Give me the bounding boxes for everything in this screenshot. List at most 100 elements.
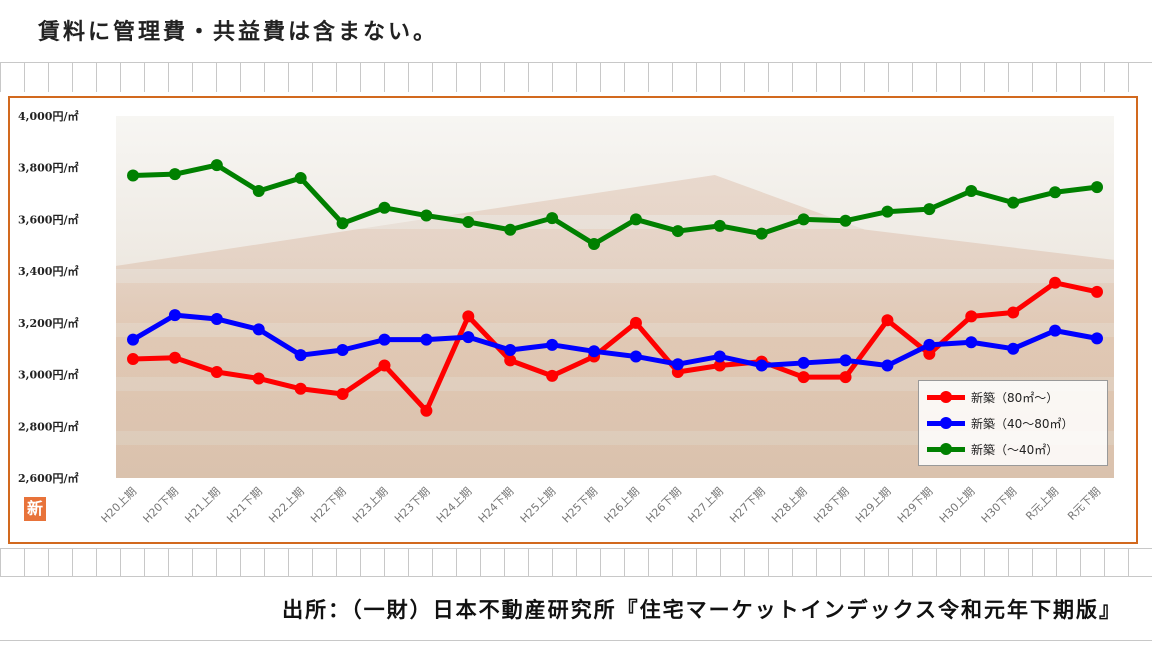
legend-label: 新築（～40㎡） xyxy=(971,442,1059,457)
x-tick-label: H29上期 xyxy=(853,485,894,526)
data-point xyxy=(797,371,810,384)
x-tick-label: H26下期 xyxy=(643,485,684,526)
data-point xyxy=(420,209,433,222)
data-point xyxy=(755,359,768,372)
data-point xyxy=(839,371,852,384)
data-point xyxy=(881,314,894,327)
data-point xyxy=(1049,186,1062,199)
legend-item-80: 新築（80㎡～） xyxy=(927,387,1058,407)
data-point xyxy=(546,212,559,225)
data-point xyxy=(881,359,894,372)
data-point xyxy=(378,359,391,372)
x-tick-label: H23下期 xyxy=(392,485,433,526)
data-point xyxy=(629,350,642,363)
legend-item-40: 新築（～40㎡） xyxy=(927,439,1058,459)
data-point xyxy=(252,184,265,197)
header-note: 賃料に管理費・共益費は含まない。 xyxy=(38,20,439,45)
legend-line-green xyxy=(927,442,965,455)
data-point xyxy=(965,184,978,197)
divider-line xyxy=(0,640,1152,641)
data-point xyxy=(462,216,475,229)
data-point xyxy=(420,333,433,346)
x-tick-label: H30上期 xyxy=(937,485,978,526)
data-point xyxy=(294,349,307,362)
x-tick-label: H29下期 xyxy=(895,485,936,526)
data-point xyxy=(588,345,601,358)
y-tick-label: 3,200円/㎡ xyxy=(18,316,78,330)
data-point xyxy=(168,168,181,181)
grid-band-upper xyxy=(0,62,1152,92)
data-point xyxy=(713,359,726,372)
data-point xyxy=(127,333,139,346)
x-tick-label: H28上期 xyxy=(769,485,810,526)
data-point xyxy=(336,217,349,230)
data-point xyxy=(797,213,810,226)
data-point xyxy=(1007,306,1020,319)
x-tick-label: H20上期 xyxy=(99,485,140,526)
data-point xyxy=(210,159,223,172)
x-tick-label: H26上期 xyxy=(602,485,643,526)
data-point xyxy=(210,365,223,378)
legend-line-red xyxy=(927,390,965,403)
data-point xyxy=(1007,196,1020,209)
data-point xyxy=(881,205,894,218)
data-point xyxy=(965,336,978,349)
x-tick-label: H24上期 xyxy=(434,485,475,526)
data-point xyxy=(713,219,726,232)
legend-line-blue xyxy=(927,416,965,429)
data-point xyxy=(839,354,852,367)
data-point xyxy=(378,201,391,214)
x-tick-label: H21上期 xyxy=(182,485,223,526)
data-point xyxy=(504,344,517,357)
x-tick-label: R元上期 xyxy=(1023,485,1061,523)
data-point xyxy=(1091,181,1103,194)
x-tick-label: H27上期 xyxy=(685,485,726,526)
x-tick-label: H22上期 xyxy=(266,485,307,526)
data-point xyxy=(210,312,223,325)
data-point xyxy=(504,223,517,236)
y-tick-label: 2,600円/㎡ xyxy=(18,471,78,485)
new-badge-icon: 新 xyxy=(24,497,46,521)
data-point xyxy=(546,338,559,351)
data-point xyxy=(1007,342,1020,355)
data-point xyxy=(378,333,391,346)
series-line-0 xyxy=(130,280,1100,414)
data-point xyxy=(629,316,642,329)
data-point xyxy=(965,310,978,323)
chart-legend: 新築（80㎡～） 新築（40～80㎡） 新築（～40㎡） xyxy=(918,380,1108,466)
x-tick-label: H28下期 xyxy=(811,485,852,526)
data-point xyxy=(294,382,307,395)
data-point xyxy=(671,358,684,371)
data-point xyxy=(588,237,601,250)
data-point xyxy=(420,404,433,417)
data-point xyxy=(923,338,936,351)
series-line-1 xyxy=(130,312,1100,369)
data-point xyxy=(168,351,181,364)
x-tick-label: H23上期 xyxy=(350,485,391,526)
data-point xyxy=(629,213,642,226)
data-point xyxy=(671,225,684,238)
x-tick-label: H20下期 xyxy=(141,485,182,526)
data-point xyxy=(1049,324,1062,337)
series-line-2 xyxy=(130,162,1100,247)
x-tick-label: H27下期 xyxy=(727,485,768,526)
data-point xyxy=(252,372,265,385)
data-point xyxy=(504,354,517,367)
data-point xyxy=(1091,332,1103,345)
data-point xyxy=(462,310,475,323)
grid-band-lower xyxy=(0,548,1152,576)
x-tick-label: H22下期 xyxy=(308,485,349,526)
data-point xyxy=(923,347,936,360)
data-point xyxy=(336,344,349,357)
y-tick-label: 4,000円/㎡ xyxy=(18,109,78,123)
data-point xyxy=(252,323,265,336)
data-point xyxy=(1049,276,1062,289)
data-point xyxy=(168,309,181,322)
x-tick-label: H24下期 xyxy=(476,485,517,526)
data-point xyxy=(462,331,475,344)
data-point xyxy=(755,227,768,240)
divider-line xyxy=(0,576,1152,577)
y-tick-label: 3,000円/㎡ xyxy=(18,368,78,382)
y-tick-label: 3,600円/㎡ xyxy=(18,212,78,226)
